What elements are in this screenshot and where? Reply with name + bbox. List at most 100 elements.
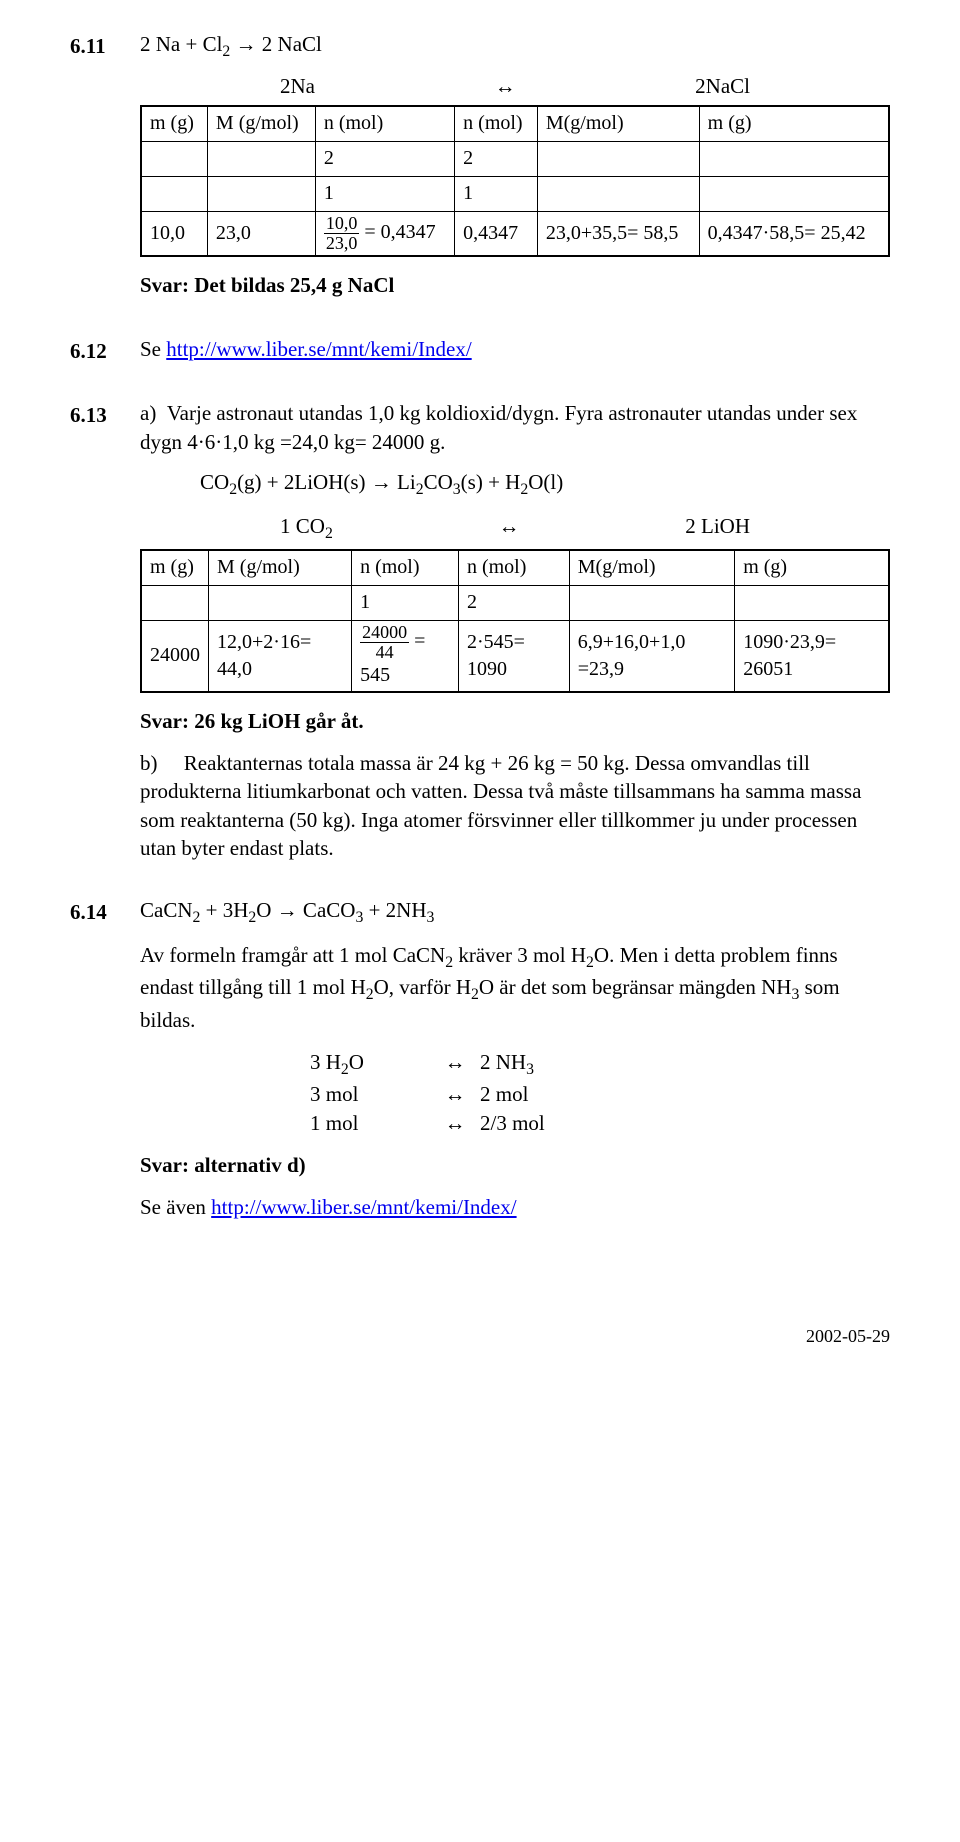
- q612-number: 6.12: [70, 335, 140, 365]
- th: M(g/mol): [537, 106, 699, 142]
- td: 2: [315, 141, 454, 176]
- ratio-right: 2 mol: [480, 1080, 600, 1108]
- q613-corr-arrow: ↔: [499, 512, 520, 544]
- td: 10,0: [141, 211, 207, 255]
- ratio-right: 2/3 mol: [480, 1109, 600, 1137]
- q612-body: Se http://www.liber.se/mnt/kemi/Index/: [140, 335, 890, 363]
- q613-correspondence: 1 CO2 ↔ 2 LiOH: [140, 512, 890, 544]
- ratio-arrow: ↔: [430, 1048, 480, 1080]
- td: [699, 141, 889, 176]
- q613-b-label: b): [140, 751, 158, 775]
- table-row: 1 2: [141, 585, 889, 620]
- td: [141, 585, 209, 620]
- table-row: 1 1: [141, 176, 889, 211]
- q611-equation: 2 Na + Cl2 → 2 NaCl: [140, 30, 890, 62]
- ratio-arrow: ↔: [430, 1080, 480, 1108]
- q613-corr-left: 1 CO2: [280, 512, 333, 544]
- td: 23,0+35,5= 58,5: [537, 211, 699, 255]
- th: n (mol): [315, 106, 454, 142]
- td: 24000: [141, 620, 209, 691]
- td: 2·545= 1090: [458, 620, 569, 691]
- q614-seeven-prefix: Se även: [140, 1195, 211, 1219]
- td: 6,9+16,0+1,0 =23,9: [569, 620, 734, 691]
- q613-a-para: a) Varje astronaut utandas 1,0 kg koldio…: [140, 399, 890, 456]
- q613-answer-a: Svar: 26 kg LiOH går åt.: [140, 707, 890, 735]
- q611-corr-left: 2Na: [280, 72, 315, 100]
- q613: 6.13 a) Varje astronaut utandas 1,0 kg k…: [70, 399, 890, 874]
- td: [207, 176, 315, 211]
- fraction: 24000 44: [360, 623, 409, 662]
- q613-number: 6.13: [70, 399, 140, 429]
- ratio-row: 3 H2O ↔ 2 NH3: [310, 1048, 890, 1080]
- td: 1: [315, 176, 454, 211]
- q611-answer: Svar: Det bildas 25,4 g NaCl: [140, 271, 890, 299]
- table-row: 2 2: [141, 141, 889, 176]
- td: [141, 176, 207, 211]
- ratio-arrow: ↔: [430, 1109, 480, 1137]
- ratio-row: 1 mol ↔ 2/3 mol: [310, 1109, 890, 1137]
- q614-seeven: Se även http://www.liber.se/mnt/kemi/Ind…: [140, 1193, 890, 1221]
- table-header-row: m (g) M (g/mol) n (mol) n (mol) M(g/mol)…: [141, 550, 889, 586]
- td: [537, 141, 699, 176]
- q614: 6.14 CaCN2 + 3H2O → CaCO3 + 2NH3 Av form…: [70, 896, 890, 1233]
- q611: 6.11 2 Na + Cl2 → 2 NaCl 2Na ↔ 2NaCl m (…: [70, 30, 890, 313]
- table-row: 10,0 23,0 10,0 23,0 = 0,4347 0,4347 23,0…: [141, 211, 889, 255]
- td: 0,4347: [455, 211, 538, 255]
- q614-equation: CaCN2 + 3H2O → CaCO3 + 2NH3: [140, 896, 890, 928]
- frac-top: 24000: [360, 623, 409, 643]
- q614-body: CaCN2 + 3H2O → CaCO3 + 2NH3 Av formeln f…: [140, 896, 890, 1233]
- q611-table: m (g) M (g/mol) n (mol) n (mol) M(g/mol)…: [140, 105, 890, 257]
- th: m (g): [141, 550, 209, 586]
- footer-date: 2002-05-29: [70, 1324, 890, 1348]
- td: 1: [455, 176, 538, 211]
- q612-prefix: Se: [140, 337, 166, 361]
- td: [209, 585, 352, 620]
- q613-table: m (g) M (g/mol) n (mol) n (mol) M(g/mol)…: [140, 549, 890, 693]
- td: 2: [455, 141, 538, 176]
- q611-corr-arrow: ↔: [495, 72, 516, 100]
- q614-link[interactable]: http://www.liber.se/mnt/kemi/Index/: [211, 1195, 516, 1219]
- ratio-left: 3 H2O: [310, 1048, 430, 1080]
- q614-answer: Svar: alternativ d): [140, 1151, 890, 1179]
- td: [141, 141, 207, 176]
- q613-a-text: Varje astronaut utandas 1,0 kg koldioxid…: [140, 401, 857, 453]
- q613-b-text: Reaktanternas totala massa är 24 kg + 26…: [140, 751, 861, 860]
- th: n (mol): [458, 550, 569, 586]
- q612: 6.12 Se http://www.liber.se/mnt/kemi/Ind…: [70, 335, 890, 365]
- td: 12,0+2·16= 44,0: [209, 620, 352, 691]
- frac-bot: 44: [360, 643, 409, 662]
- q612-link[interactable]: http://www.liber.se/mnt/kemi/Index/: [166, 337, 471, 361]
- th: n (mol): [455, 106, 538, 142]
- td: 2: [458, 585, 569, 620]
- th: m (g): [141, 106, 207, 142]
- fraction: 10,0 23,0: [324, 214, 360, 253]
- td: 23,0: [207, 211, 315, 255]
- td: [735, 585, 889, 620]
- q611-correspondence: 2Na ↔ 2NaCl: [140, 72, 890, 100]
- td: 0,4347·58,5= 25,42: [699, 211, 889, 255]
- th: m (g): [699, 106, 889, 142]
- frac-eq: = 0,4347: [364, 221, 435, 243]
- ratio-right: 2 NH3: [480, 1048, 600, 1080]
- q614-para1: Av formeln framgår att 1 mol CaCN2 kräve…: [140, 941, 890, 1034]
- q613-corr-right: 2 LiOH: [685, 512, 750, 544]
- q611-corr-right: 2NaCl: [695, 72, 750, 100]
- th: M (g/mol): [207, 106, 315, 142]
- td: 24000 44 = 545: [352, 620, 459, 691]
- th: M(g/mol): [569, 550, 734, 586]
- ratio-row: 3 mol ↔ 2 mol: [310, 1080, 890, 1108]
- page: 6.11 2 Na + Cl2 → 2 NaCl 2Na ↔ 2NaCl m (…: [0, 0, 960, 1388]
- td: 1: [352, 585, 459, 620]
- frac-top: 10,0: [324, 214, 360, 234]
- q611-number: 6.11: [70, 30, 140, 60]
- th: n (mol): [352, 550, 459, 586]
- frac-bot: 23,0: [324, 234, 360, 253]
- table-header-row: m (g) M (g/mol) n (mol) n (mol) M(g/mol)…: [141, 106, 889, 142]
- td: [569, 585, 734, 620]
- q613-equation: CO2(g) + 2LiOH(s) → Li2CO3(s) + H2O(l): [200, 468, 890, 500]
- ratio-left: 1 mol: [310, 1109, 430, 1137]
- ratio-left: 3 mol: [310, 1080, 430, 1108]
- table-row: 24000 12,0+2·16= 44,0 24000 44 = 545 2·5…: [141, 620, 889, 691]
- th: m (g): [735, 550, 889, 586]
- td: [207, 141, 315, 176]
